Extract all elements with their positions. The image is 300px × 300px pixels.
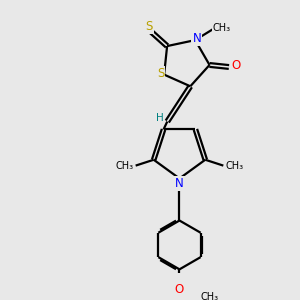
Text: S: S xyxy=(157,67,165,80)
Text: CH₃: CH₃ xyxy=(212,23,231,33)
Text: N: N xyxy=(192,32,201,45)
Text: H: H xyxy=(156,113,164,123)
Text: N: N xyxy=(175,177,184,190)
Text: O: O xyxy=(231,59,240,72)
Text: S: S xyxy=(146,20,153,33)
Text: CH₃: CH₃ xyxy=(115,160,134,171)
Text: CH₃: CH₃ xyxy=(200,292,218,300)
Text: O: O xyxy=(175,283,184,296)
Text: CH₃: CH₃ xyxy=(226,160,244,171)
